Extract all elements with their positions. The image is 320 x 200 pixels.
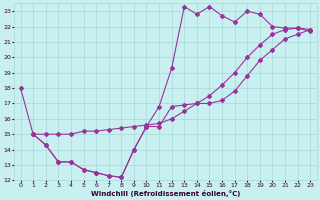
X-axis label: Windchill (Refroidissement éolien,°C): Windchill (Refroidissement éolien,°C) [91,190,240,197]
